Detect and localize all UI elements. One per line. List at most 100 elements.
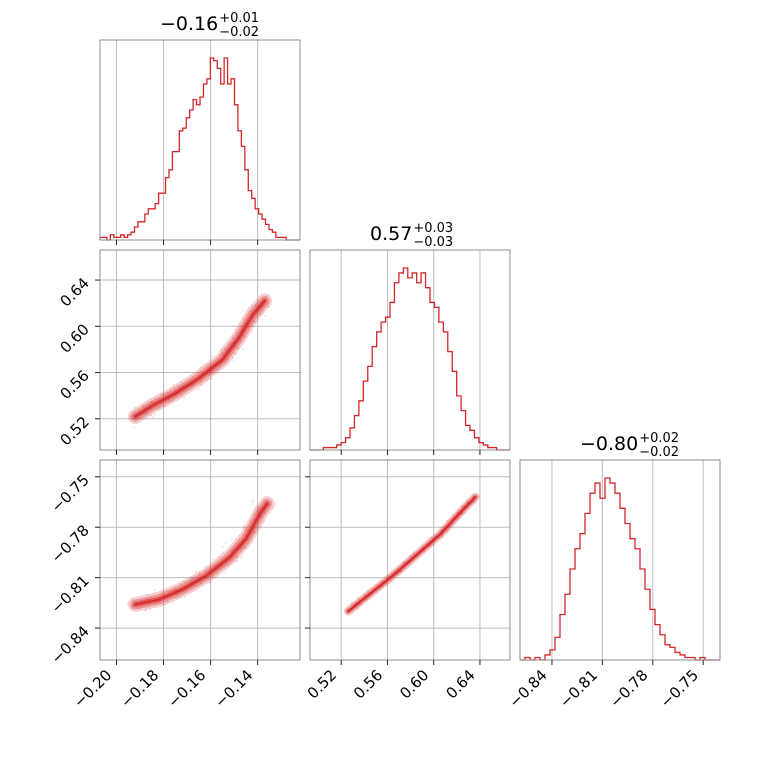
sample-point: [245, 528, 248, 531]
sample-point: [140, 416, 143, 419]
sample-point: [242, 547, 245, 549]
sample-point: [254, 316, 257, 319]
sample-point: [235, 559, 238, 562]
sample-point: [223, 571, 226, 574]
sample-point: [254, 509, 256, 512]
sample-point: [166, 391, 169, 394]
sample-point: [274, 504, 277, 507]
panel-frame: [519, 459, 721, 661]
sample-point: [243, 545, 245, 548]
sample-point: [218, 354, 221, 357]
sample-point: [263, 519, 265, 522]
sample-point: [182, 580, 185, 583]
sample-point: [241, 317, 244, 320]
sample-point: [161, 393, 164, 395]
sample-point: [198, 572, 201, 575]
sample-point: [360, 602, 363, 605]
sample-point: [446, 519, 449, 522]
sample-point: [452, 515, 454, 518]
sample-point: [247, 306, 250, 309]
param-title-plus-0: +0.01: [219, 11, 259, 26]
sample-point: [271, 507, 274, 509]
sample-point: [240, 551, 243, 553]
sample-point: [366, 591, 369, 594]
sample-point: [242, 335, 245, 338]
sample-point: [225, 562, 228, 565]
sample-point: [253, 513, 256, 516]
sample-point: [147, 606, 150, 608]
sample-point: [473, 500, 476, 503]
sample-point: [235, 561, 238, 563]
sample-point: [144, 609, 147, 612]
sample-point: [232, 337, 235, 340]
sample-point: [266, 296, 269, 299]
sample-point: [169, 387, 172, 390]
sample-point: [148, 607, 151, 610]
sample-point: [229, 353, 232, 356]
sample-point: [445, 520, 448, 523]
sample-point: [257, 508, 260, 511]
x-tick-label: 0.64: [442, 666, 478, 702]
sample-point: [350, 603, 353, 606]
sample-point: [154, 398, 157, 401]
sample-point: [351, 603, 354, 606]
y-tick-label: −0.78: [48, 521, 93, 566]
sample-point: [439, 529, 442, 532]
sample-point: [132, 426, 135, 429]
sample-point: [449, 525, 452, 528]
sample-point: [149, 596, 152, 599]
sample-point: [215, 368, 218, 371]
sample-point: [145, 403, 148, 406]
x-tick-label: 0.60: [396, 666, 432, 702]
sample-point: [141, 404, 144, 407]
x-tick-label: −0.20: [70, 666, 115, 711]
sample-point: [131, 416, 133, 419]
sample-point: [455, 519, 458, 521]
sample-point: [167, 391, 170, 394]
sample-point: [235, 543, 238, 546]
param-title-minus-2: −0.02: [639, 445, 679, 460]
sample-point: [230, 538, 233, 541]
sample-point: [154, 591, 157, 594]
sample-point: [128, 415, 131, 418]
sample-point: [179, 380, 182, 383]
sample-point: [173, 386, 176, 389]
sample-point: [242, 525, 245, 528]
y-tick-label: 0.52: [56, 413, 92, 449]
sample-point: [365, 598, 368, 601]
sample-point: [159, 593, 162, 596]
sample-point: [242, 533, 245, 536]
sample-point: [387, 575, 390, 578]
sample-point: [219, 348, 222, 351]
sample-point: [253, 531, 256, 534]
sample-point: [467, 499, 470, 502]
sample-point: [272, 508, 275, 511]
sample-point: [218, 556, 221, 558]
sample-point: [409, 555, 412, 558]
sample-point: [227, 358, 230, 360]
sample-point: [430, 537, 433, 540]
sample-point: [460, 504, 463, 507]
sample-point: [363, 592, 366, 595]
sample-point: [432, 544, 435, 547]
sample-point: [164, 404, 167, 407]
sample-point: [221, 351, 224, 354]
sample-point: [257, 506, 260, 509]
sample-point: [227, 565, 230, 567]
param-title-0: −0.16: [160, 13, 218, 35]
x-tick-label: −0.81: [556, 666, 601, 711]
sample-point: [222, 546, 224, 548]
joint-panel-1-0: [127, 293, 273, 429]
sample-point: [139, 607, 142, 610]
sample-point: [229, 341, 232, 344]
sample-point: [366, 590, 369, 593]
sample-point: [235, 555, 238, 558]
sample-point: [254, 505, 257, 508]
sample-point: [409, 554, 412, 557]
sample-point: [390, 580, 393, 583]
sample-point: [169, 590, 172, 592]
sample-point: [183, 397, 186, 399]
sample-point: [222, 348, 225, 351]
y-tick-label: −0.75: [48, 471, 93, 516]
sample-point: [138, 417, 141, 420]
